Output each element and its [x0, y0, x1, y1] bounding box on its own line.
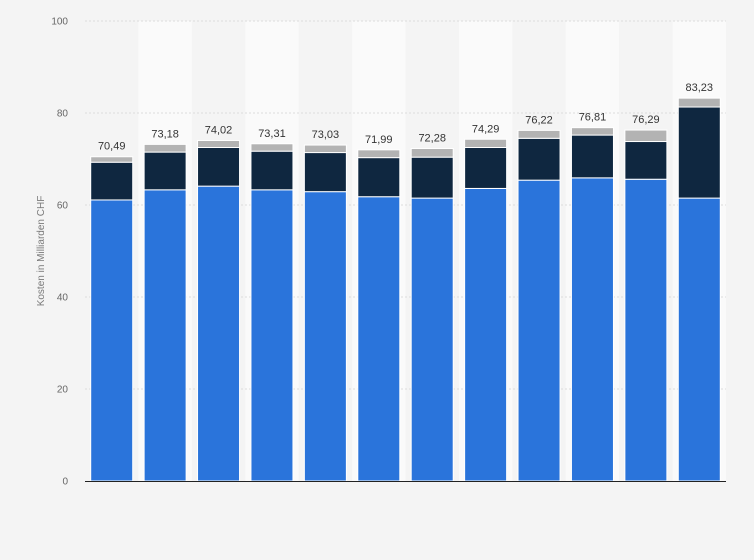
- total-value-label: 71,99: [365, 134, 393, 146]
- total-value-label: 76,81: [579, 112, 607, 124]
- bar-segment-series-1: [197, 185, 241, 482]
- total-value-label: 72,28: [418, 133, 446, 145]
- y-axis-ticks: 0 20 40 60 80 100: [51, 17, 68, 488]
- bar-segment-series-3: [90, 156, 134, 163]
- bar-segment-series-2: [357, 157, 401, 198]
- gridlines: [85, 20, 726, 390]
- bar-segment-series-3: [517, 129, 561, 139]
- bar-segment-series-2: [624, 141, 668, 180]
- bar-segment-series-2: [90, 161, 134, 201]
- bar-segment-series-1: [90, 199, 134, 482]
- total-value-label: 83,23: [686, 82, 714, 94]
- bar-segment-series-1: [624, 178, 668, 482]
- bar-segment-series-2: [197, 147, 241, 187]
- y-tick-label: 40: [57, 293, 69, 304]
- bar-segment-series-1: [464, 187, 508, 482]
- total-value-label: 74,02: [205, 125, 233, 137]
- bar-segment-series-2: [250, 150, 294, 191]
- total-value-label: 73,31: [258, 128, 286, 140]
- bar-segment-series-3: [143, 143, 187, 153]
- bar-segment-series-2: [303, 152, 347, 193]
- bar-segment-series-1: [570, 177, 614, 482]
- bar-segment-series-2: [143, 151, 187, 191]
- total-value-label: 76,22: [525, 114, 553, 126]
- y-tick-label: 0: [62, 477, 68, 488]
- bar-segment-series-1: [410, 197, 454, 482]
- bar-segment-series-3: [464, 138, 508, 149]
- y-tick-label: 80: [57, 109, 69, 120]
- total-value-label: 73,18: [151, 128, 179, 140]
- bar-segment-series-1: [250, 189, 294, 482]
- bar-segment-series-3: [303, 144, 347, 154]
- bar-segment-series-3: [410, 148, 454, 158]
- bar-segment-series-3: [250, 143, 294, 152]
- bar-segment-series-3: [570, 127, 614, 136]
- total-value-label: 76,29: [632, 114, 660, 126]
- bar-segment-series-1: [143, 189, 187, 482]
- bar-segment-series-2: [677, 106, 721, 199]
- total-value-label: 73,03: [312, 129, 340, 141]
- bar-segment-series-2: [517, 137, 561, 181]
- bar-segment-series-3: [677, 97, 721, 108]
- bar-segment-series-2: [410, 156, 454, 199]
- total-value-label: 74,29: [472, 123, 500, 135]
- y-axis-title: Kosten in Milliarden CHF: [36, 196, 47, 307]
- bar-segment-series-1: [517, 179, 561, 482]
- total-labels: 70,49 73,18 74,02 73,31 73,03 71,99 72,28 74,29…: [98, 82, 713, 153]
- bar-segment-series-3: [624, 129, 668, 143]
- y-tick-label: 100: [51, 17, 68, 28]
- bar-segment-series-1: [303, 191, 347, 482]
- bar-segment-series-3: [197, 140, 241, 148]
- total-value-label: 70,49: [98, 141, 126, 153]
- bar-segment-series-1: [677, 197, 721, 482]
- bar-segment-series-1: [357, 196, 401, 482]
- bars: [90, 97, 721, 482]
- y-tick-label: 20: [57, 385, 69, 396]
- bar-segment-series-3: [357, 149, 401, 159]
- bar-segment-series-2: [464, 147, 508, 189]
- bar-segment-series-2: [570, 134, 614, 179]
- y-tick-label: 60: [57, 201, 69, 212]
